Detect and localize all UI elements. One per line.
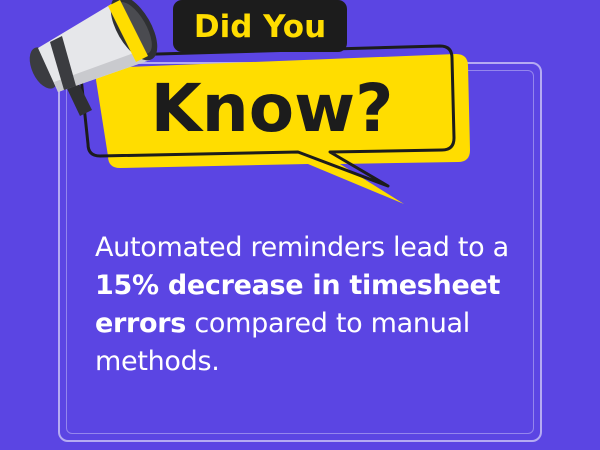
megaphone-icon (29, 0, 158, 116)
fact-highlight: 15% decrease in timesheet errors (95, 270, 501, 339)
headline-line1: Did You (194, 9, 326, 45)
fact-lead: Automated reminders lead to a (95, 232, 509, 263)
fact-text: Automated reminders lead to a 15% decrea… (95, 229, 535, 381)
headline-line2: Know? (151, 70, 394, 147)
headline-top-box (173, 0, 347, 52)
fact-tail: compared to manual methods. (95, 308, 470, 377)
